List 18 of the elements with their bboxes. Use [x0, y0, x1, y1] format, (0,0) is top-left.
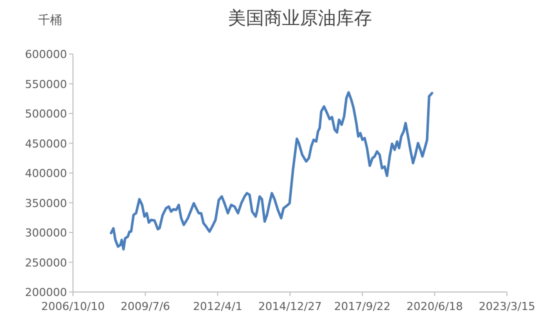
x-tick-label: 2009/7/6: [120, 300, 170, 313]
x-tick-label: 2012/4/1: [192, 300, 242, 313]
y-tick-label: 250000: [25, 256, 67, 270]
y-axis-title: 千桶: [38, 13, 62, 27]
y-tick-label: 500000: [25, 108, 67, 120]
x-tick-label: 2023/3/15: [478, 300, 536, 313]
y-tick-label: 600000: [25, 48, 67, 61]
y-tick-label: 350000: [25, 196, 67, 210]
y-tick-label: 200000: [25, 286, 67, 299]
chart-title: 美国商业原油库存: [228, 8, 372, 29]
x-tick-label: 2014/12/27: [258, 300, 322, 313]
y-tick-label: 400000: [25, 167, 67, 180]
x-tick-label: 2017/9/22: [334, 300, 391, 313]
x-tick-label: 2020/6/18: [406, 300, 463, 313]
x-tick-label: 2006/10/10: [41, 300, 105, 313]
y-tick-label: 450000: [25, 137, 67, 150]
y-tick-label: 550000: [25, 78, 67, 91]
y-tick-label: 300000: [25, 226, 67, 240]
